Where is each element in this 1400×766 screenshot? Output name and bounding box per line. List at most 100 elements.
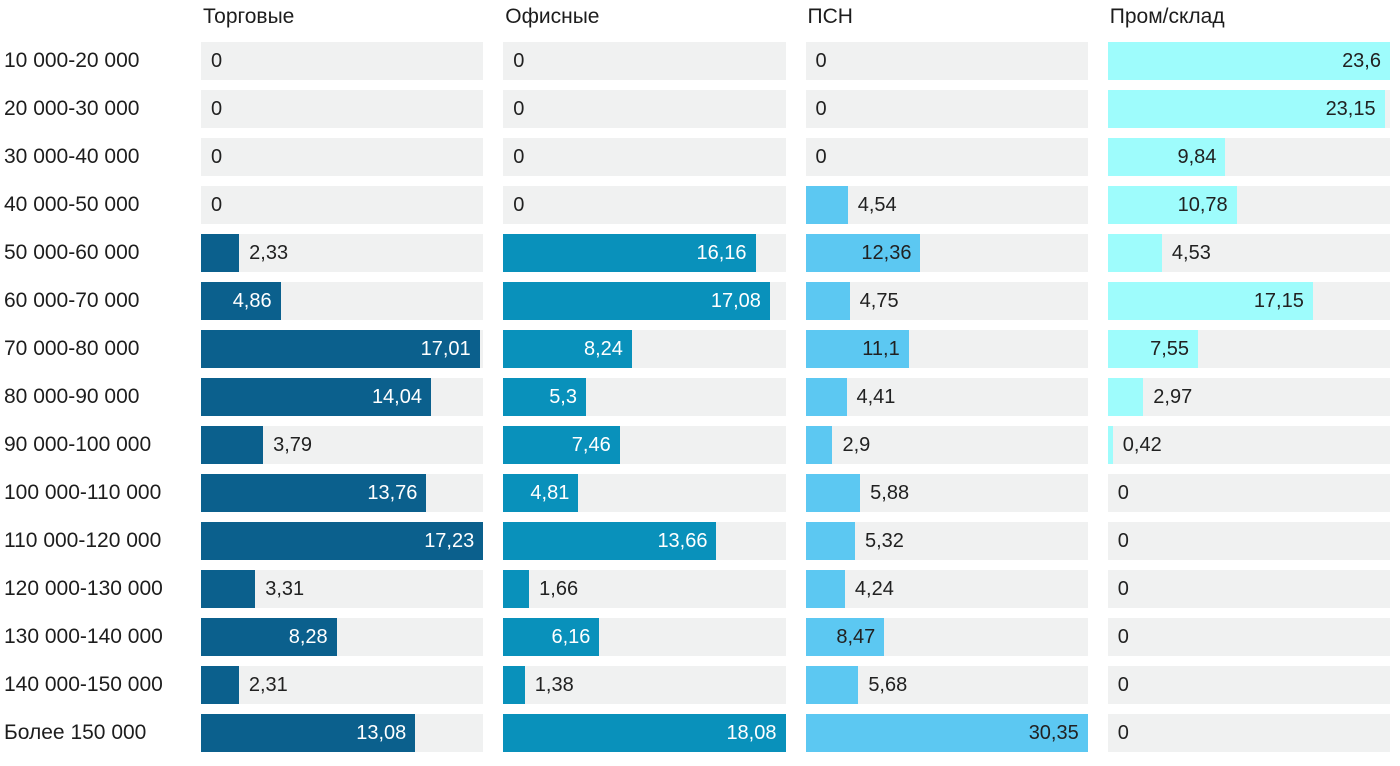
bar — [503, 426, 620, 464]
bar-track: 4,86 — [201, 282, 484, 320]
bar-track: 18,08 — [503, 714, 786, 752]
bar-track: 5,68 — [805, 666, 1088, 704]
bar-value-label: 0 — [815, 50, 827, 72]
row-label: 90 000-100 000 — [4, 433, 152, 456]
bar-track: 0 — [201, 186, 484, 224]
bar-value-label: 0 — [211, 194, 223, 216]
bar-track: 4,54 — [805, 186, 1088, 224]
bar — [503, 522, 717, 560]
bar-track: 9,84 — [1107, 138, 1390, 176]
row-label: 100 000-110 000 — [4, 481, 162, 504]
bar — [805, 618, 885, 656]
bar — [1107, 378, 1144, 416]
bar-track: 7,55 — [1107, 330, 1390, 368]
bar-track: 7,46 — [503, 426, 786, 464]
bar — [503, 282, 770, 320]
bar-value-label: 0 — [1117, 578, 1129, 600]
bar — [1107, 330, 1199, 368]
bar — [503, 618, 600, 656]
row-label: 110 000-120 000 — [4, 529, 162, 552]
bar-track: 8,47 — [805, 618, 1088, 656]
bar-track: 0 — [1107, 570, 1390, 608]
bar-value-label: 11,1 — [862, 338, 900, 360]
bar-value-label: 0 — [513, 98, 525, 120]
bar — [805, 330, 909, 368]
row-label: 70 000-80 000 — [4, 337, 140, 360]
bar — [1107, 282, 1313, 320]
bar-value-label: 12,36 — [861, 242, 912, 264]
bar — [805, 666, 859, 704]
row-label: 30 000-40 000 — [4, 145, 140, 168]
bar-track: 0 — [503, 42, 786, 80]
bar-track: 5,32 — [805, 522, 1088, 560]
bar-value-label: 1,38 — [534, 674, 574, 696]
bar-value-label: 4,75 — [859, 290, 899, 312]
bar-value-label: 4,24 — [854, 578, 894, 600]
bar-value-label: 23,6 — [1342, 50, 1381, 72]
row-label: 10 000-20 000 — [4, 49, 140, 72]
bar-value-label: 2,33 — [249, 242, 289, 264]
bar-value-label: 0 — [1117, 530, 1129, 552]
row-label: 80 000-90 000 — [4, 385, 140, 408]
bar-track: 0 — [503, 186, 786, 224]
bar — [503, 234, 756, 272]
bar-track: 0 — [805, 138, 1088, 176]
bar-track: 14,04 — [201, 378, 484, 416]
series-header-psn: ПСН — [807, 5, 853, 28]
bar-track: 0,42 — [1107, 426, 1390, 464]
bar-track: 0 — [503, 90, 786, 128]
bar-value-label: 2,9 — [842, 434, 871, 456]
bar-value-label: 6,16 — [551, 626, 591, 648]
bar-value-label: 4,54 — [857, 194, 897, 216]
bar-track: 1,66 — [503, 570, 786, 608]
bar — [201, 474, 427, 512]
row-label: Более 150 000 — [4, 721, 147, 744]
bar-track: 0 — [201, 90, 484, 128]
bar-track: 23,6 — [1107, 42, 1390, 80]
series-header-prom-sklad: Пром/склад — [1109, 5, 1225, 28]
bar — [201, 234, 240, 272]
bar-value-label: 8,47 — [836, 626, 876, 648]
bar-value-label: 0 — [1117, 626, 1129, 648]
row-label: 120 000-130 000 — [4, 577, 163, 600]
bar — [805, 714, 1088, 752]
bar-track: 0 — [1107, 714, 1390, 752]
bar — [805, 426, 833, 464]
bar-value-label: 0 — [513, 194, 525, 216]
bar-value-label: 17,08 — [710, 290, 761, 312]
bar-value-label: 2,97 — [1153, 386, 1193, 408]
bar-value-label: 16,16 — [696, 242, 747, 264]
bar-value-label: 0 — [1117, 674, 1129, 696]
bar-value-label: 0 — [1117, 482, 1129, 504]
bar-value-label: 10,78 — [1177, 194, 1228, 216]
row-label: 20 000-30 000 — [4, 97, 140, 120]
bar-track: 2,97 — [1107, 378, 1390, 416]
bar-track: 8,24 — [503, 330, 786, 368]
bar-value-label: 5,68 — [868, 674, 908, 696]
bar-track: 0 — [805, 90, 1088, 128]
bar — [201, 666, 239, 704]
bar-value-label: 0 — [211, 146, 223, 168]
bar-track: 3,79 — [201, 426, 484, 464]
bar — [805, 234, 921, 272]
bar — [1107, 234, 1162, 272]
bar — [503, 570, 530, 608]
bar-track: 3,31 — [201, 570, 484, 608]
bar — [503, 378, 586, 416]
bar — [201, 714, 416, 752]
bar — [201, 618, 337, 656]
bar-track: 2,9 — [805, 426, 1088, 464]
bar-track: 4,53 — [1107, 234, 1390, 272]
bar-track: 2,33 — [201, 234, 484, 272]
bar — [1107, 90, 1385, 128]
row-label: 140 000-150 000 — [4, 673, 163, 696]
bar-value-label: 0,42 — [1122, 434, 1162, 456]
bar-value-label: 4,86 — [232, 290, 272, 312]
bar-value-label: 4,41 — [856, 386, 896, 408]
bar-value-label: 2,31 — [248, 674, 288, 696]
bar-track: 0 — [503, 138, 786, 176]
bar — [1107, 138, 1226, 176]
bar — [503, 714, 786, 752]
bar — [1107, 426, 1113, 464]
bar-value-label: 17,23 — [424, 530, 475, 552]
